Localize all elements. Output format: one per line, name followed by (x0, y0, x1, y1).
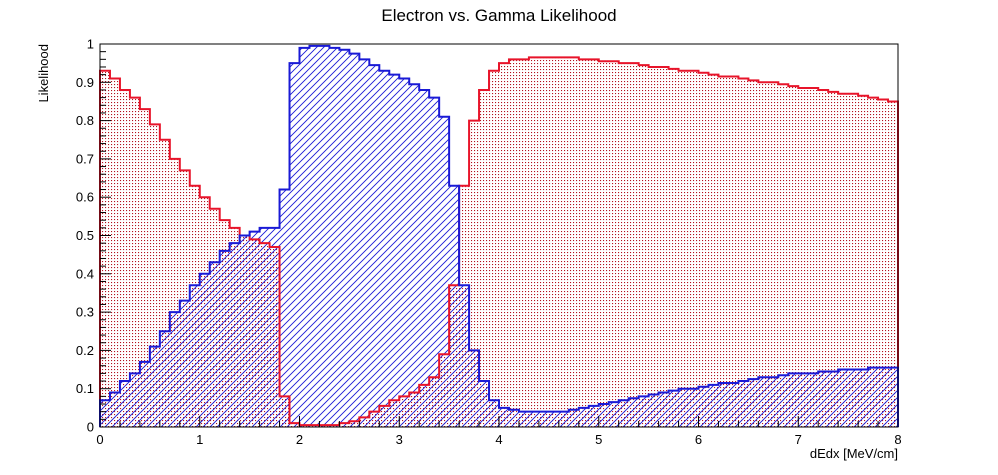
y-tick-label: 0.9 (76, 75, 94, 90)
axis-layer: 0 1 2 3 4 5 6 7 8 0 0.1 0.2 0.3 0.4 0.5 0.6 0.7 0.8 0.9 1 (76, 37, 902, 448)
y-tick-label: 0.4 (76, 266, 94, 281)
y-tick-label: 0.1 (76, 381, 94, 396)
y-tick-label: 0 (87, 420, 94, 435)
series-1-line (99, 56, 899, 427)
series-1-fill (100, 57, 898, 427)
x-tick-label: 6 (695, 432, 702, 447)
y-tick-label: 0.8 (76, 113, 94, 128)
y-tick-label: 0.5 (76, 228, 94, 243)
y-tick-label: 0.2 (76, 343, 94, 358)
y-axis-label: Likelihood (36, 44, 51, 103)
x-tick-label: 0 (96, 432, 103, 447)
x-tick-label: 3 (396, 432, 403, 447)
y-tick-label: 0.3 (76, 305, 94, 320)
x-tick-label: 7 (795, 432, 802, 447)
x-tick-label: 1 (196, 432, 203, 447)
x-tick-label: 2 (296, 432, 303, 447)
x-tick-label: 8 (894, 432, 901, 447)
y-tick-label: 0.6 (76, 190, 94, 205)
series-2-line (99, 44, 899, 427)
chart-title: Electron vs. Gamma Likelihood (381, 6, 617, 25)
y-tick-label: 0.7 (76, 151, 94, 166)
series-layer (99, 44, 899, 427)
x-tick-label: 5 (595, 432, 602, 447)
x-tick-label: 4 (495, 432, 502, 447)
y-tick-label: 1 (87, 37, 94, 52)
series-2-fill (100, 45, 898, 427)
x-axis-label: dEdx [MeV/cm] (810, 446, 898, 461)
